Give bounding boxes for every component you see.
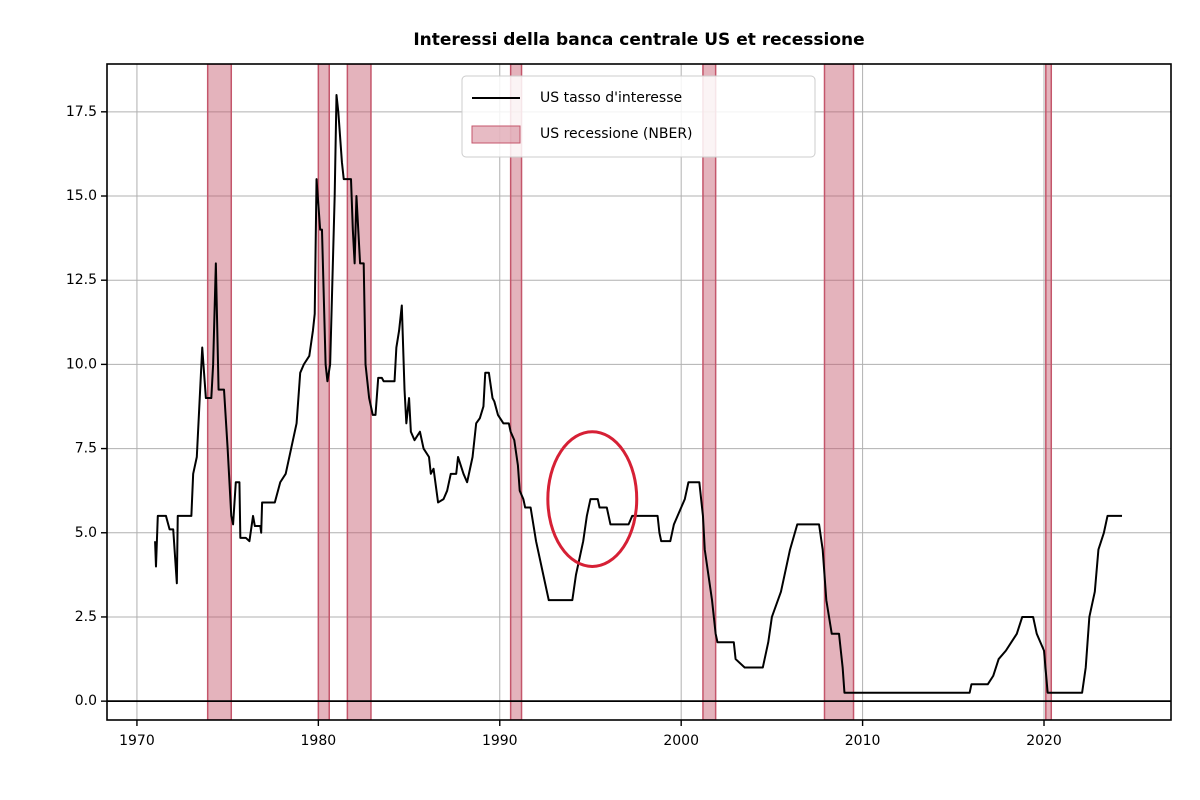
recession-span <box>509 64 523 720</box>
legend-box <box>461 75 816 158</box>
y-tick-label: 2.5 <box>75 609 97 625</box>
x-tick-label: 2000 <box>663 733 699 749</box>
y-tick-label: 5.0 <box>75 525 97 541</box>
legend-label: US tasso d'interesse <box>540 90 682 106</box>
x-tick-label: 1970 <box>119 733 155 749</box>
recession-span <box>1045 64 1053 720</box>
y-tick-label: 12.5 <box>66 272 97 288</box>
line-series <box>154 93 1123 694</box>
x-tick-label: 1990 <box>482 733 518 749</box>
x-tick-label: 1980 <box>301 733 337 749</box>
x-tick-label: 2010 <box>845 733 881 749</box>
y-tick-label: 7.5 <box>75 441 97 457</box>
y-tick-label: 15.0 <box>66 188 97 204</box>
annotation-ellipse <box>546 430 639 568</box>
recession-span <box>346 64 372 720</box>
recession-span <box>823 64 855 720</box>
x-tick-label: 2020 <box>1026 733 1062 749</box>
plot-frame <box>106 63 1172 721</box>
legend-patch <box>471 125 521 144</box>
recession-span <box>206 64 233 720</box>
y-tick-label: 0.0 <box>75 693 97 709</box>
y-tick-label: 17.5 <box>66 104 97 120</box>
recession-span <box>317 64 330 720</box>
chart-title: Interessi della banca centrale US et rec… <box>413 30 864 50</box>
y-tick-label: 10.0 <box>66 356 97 372</box>
legend-label: US recessione (NBER) <box>540 126 693 142</box>
